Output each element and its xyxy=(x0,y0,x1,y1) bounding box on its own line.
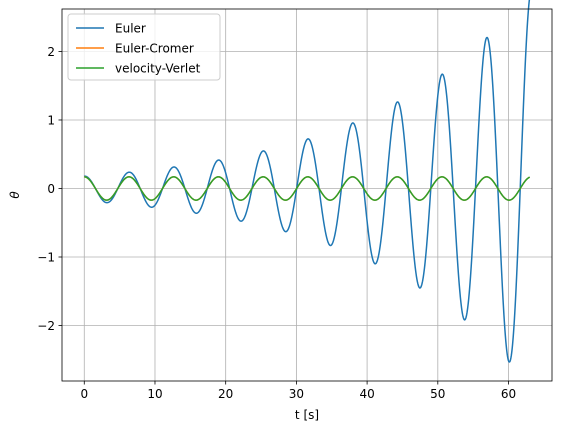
y-axis-label: θ xyxy=(8,191,22,199)
x-tick-label: 30 xyxy=(289,387,304,401)
legend-label-1: Euler-Cromer xyxy=(115,41,194,55)
y-axis-ticks: −2 −1 0 1 2 xyxy=(37,45,62,333)
axes-frame xyxy=(61,8,553,382)
y-tick-label: 2 xyxy=(47,45,55,59)
series-line-2 xyxy=(83,176,531,201)
grid xyxy=(62,9,552,381)
y-tick-label: −1 xyxy=(37,250,55,264)
series-line-0 xyxy=(83,0,531,363)
legend-label-0: Euler xyxy=(115,21,146,35)
x-tick-label: 20 xyxy=(218,387,233,401)
y-tick-label: 1 xyxy=(47,113,55,127)
legend-label-2: velocity-Verlet xyxy=(115,61,201,75)
x-tick-label: 60 xyxy=(501,387,516,401)
y-tick-label: −2 xyxy=(37,319,55,333)
y-tick-label: 0 xyxy=(47,182,55,196)
x-tick-label: 40 xyxy=(359,387,374,401)
x-tick-label: 10 xyxy=(147,387,162,401)
legend-box xyxy=(67,13,221,81)
x-tick-label: 50 xyxy=(430,387,445,401)
x-axis-ticks: 0 10 20 30 40 50 60 xyxy=(80,381,516,401)
x-axis-label: t [s] xyxy=(295,408,319,422)
plot-lines xyxy=(83,0,531,363)
legend: Euler Euler-Cromer velocity-Verlet xyxy=(67,13,221,81)
x-tick-label: 0 xyxy=(80,387,88,401)
